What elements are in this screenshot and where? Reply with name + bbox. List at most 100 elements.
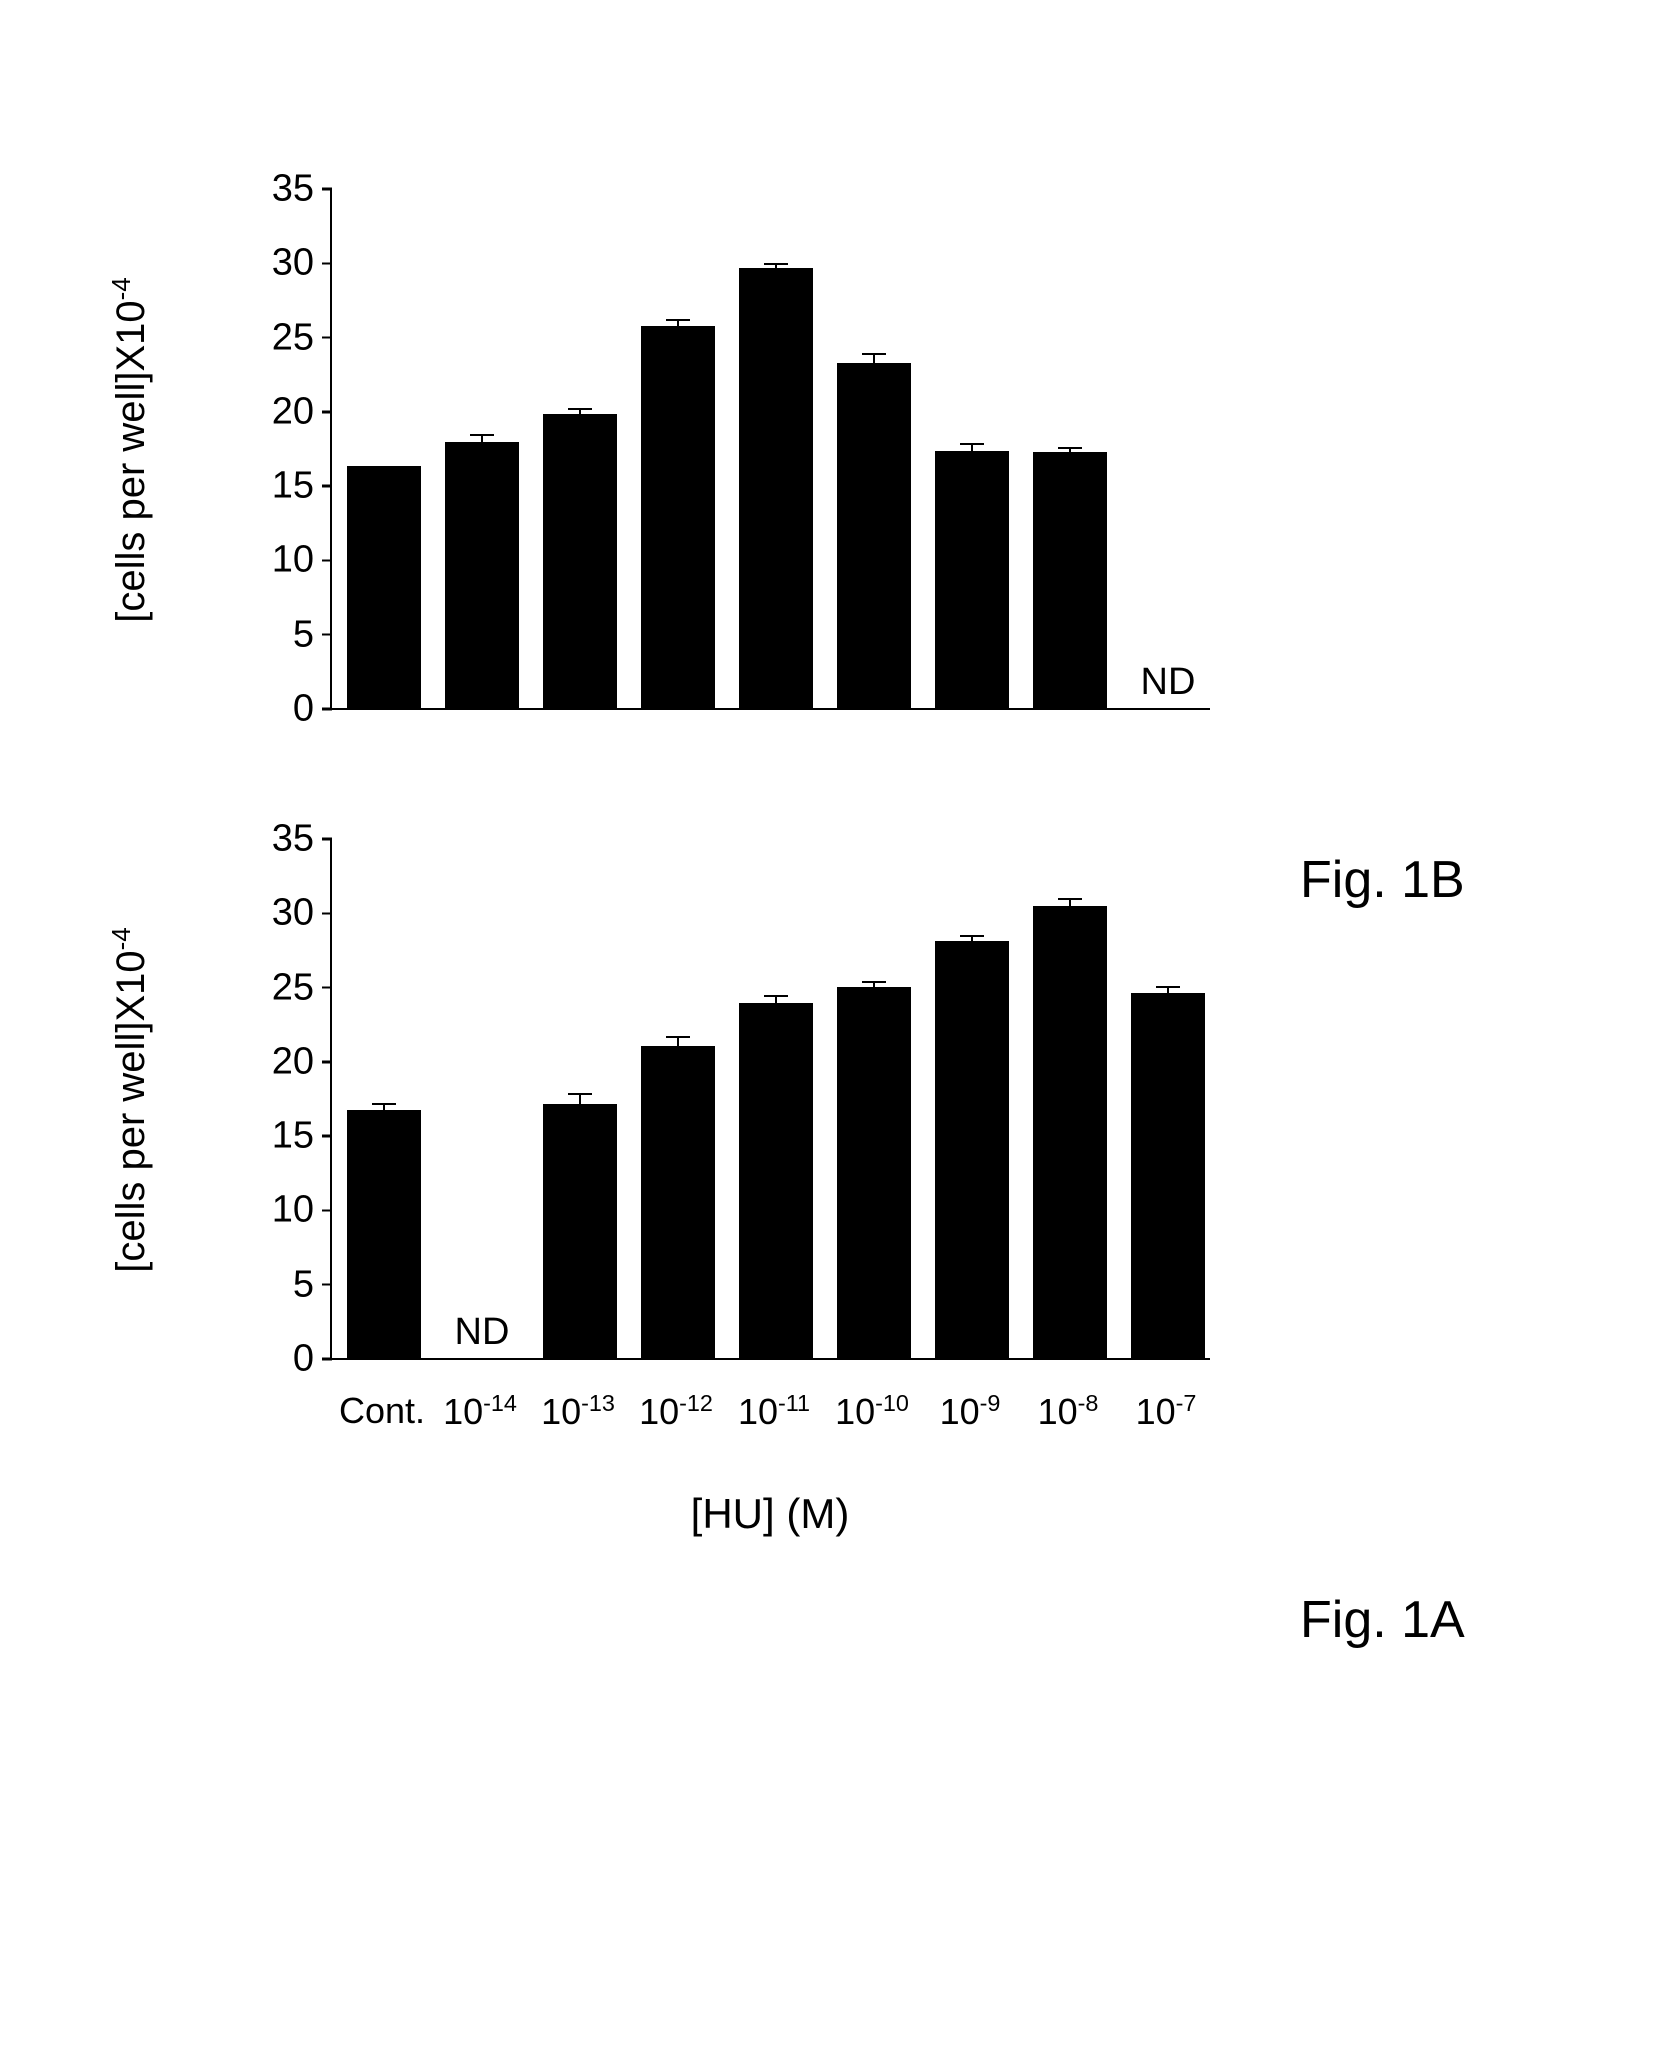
y-tick-mark — [322, 411, 332, 414]
fig-1b-label: Fig. 1B — [1300, 850, 1465, 910]
y-tick: 10 — [272, 539, 332, 582]
y-tick: 35 — [272, 818, 332, 861]
error-cap — [666, 1036, 690, 1038]
y-tick-mark — [322, 485, 332, 488]
fig-1a-label: Fig. 1A — [1300, 1590, 1465, 1650]
error-bar — [481, 435, 483, 442]
error-cap — [470, 434, 494, 436]
fig-1a-ylabel: [cells per well]X10-4 — [106, 927, 154, 1273]
y-tick: 15 — [272, 1115, 332, 1158]
y-tick: 20 — [272, 390, 332, 433]
bar — [543, 414, 617, 708]
x-category-label: 10-10 — [835, 1390, 909, 1433]
y-tick: 35 — [272, 168, 332, 211]
error-cap — [568, 408, 592, 410]
error-bar — [775, 996, 777, 1003]
page-root: 05101520253035ND [cells per well]X10-4 0… — [0, 0, 1663, 2064]
y-tick-mark — [322, 633, 332, 636]
y-tick-label: 35 — [272, 818, 322, 861]
y-tick-label: 30 — [272, 242, 322, 285]
y-tick-mark — [322, 188, 332, 191]
bar — [935, 941, 1009, 1358]
error-cap — [568, 1093, 592, 1095]
y-tick-mark — [322, 1061, 332, 1064]
error-cap — [764, 995, 788, 997]
bar — [641, 326, 715, 708]
bar — [1131, 993, 1205, 1358]
error-cap — [1156, 986, 1180, 988]
nd-marker: ND — [1141, 661, 1196, 704]
bar — [347, 466, 421, 708]
y-tick: 10 — [272, 1189, 332, 1232]
bar — [445, 442, 519, 708]
y-tick: 30 — [272, 242, 332, 285]
bar — [837, 363, 911, 708]
error-bar — [971, 444, 973, 451]
bar — [739, 1003, 813, 1358]
x-category-label: 10-9 — [940, 1390, 1001, 1433]
y-tick-mark — [322, 986, 332, 989]
fig-1b-plot: 05101520253035ND — [330, 190, 1210, 710]
bar — [935, 451, 1009, 708]
error-bar — [1069, 899, 1071, 906]
error-cap — [862, 981, 886, 983]
nd-marker: ND — [455, 1311, 510, 1354]
bar — [1033, 906, 1107, 1358]
y-tick-label: 20 — [272, 1040, 322, 1083]
bar — [347, 1110, 421, 1358]
x-category-label: 10-13 — [541, 1390, 615, 1433]
error-cap — [1058, 898, 1082, 900]
y-tick: 15 — [272, 465, 332, 508]
x-category-label: 10-7 — [1136, 1390, 1197, 1433]
y-tick-label: 0 — [293, 1338, 322, 1381]
y-tick-label: 0 — [293, 688, 322, 731]
error-bar — [873, 354, 875, 363]
x-category-label: 10-12 — [639, 1390, 713, 1433]
error-cap — [764, 263, 788, 265]
y-tick-label: 10 — [272, 539, 322, 582]
y-tick: 0 — [293, 1338, 332, 1381]
x-category-label: 10-8 — [1038, 1390, 1099, 1433]
y-tick-label: 15 — [272, 1115, 322, 1158]
y-tick-mark — [322, 708, 332, 711]
error-cap — [1058, 447, 1082, 449]
error-bar — [677, 1037, 679, 1046]
y-tick-label: 5 — [293, 613, 322, 656]
y-tick: 5 — [293, 613, 332, 656]
y-tick-label: 5 — [293, 1263, 322, 1306]
error-bar — [579, 1094, 581, 1104]
y-tick: 30 — [272, 892, 332, 935]
y-tick-mark — [322, 1283, 332, 1286]
error-cap — [862, 353, 886, 355]
bar — [739, 268, 813, 708]
y-tick-label: 10 — [272, 1189, 322, 1232]
y-tick-mark — [322, 336, 332, 339]
x-category-label: 10-14 — [443, 1390, 517, 1433]
x-axis-label: [HU] (M) — [691, 1490, 850, 1538]
bar — [641, 1046, 715, 1358]
bar — [1033, 452, 1107, 708]
y-tick-label: 25 — [272, 316, 322, 359]
fig-1a-plot: 05101520253035ND — [330, 840, 1210, 1360]
bar — [837, 987, 911, 1358]
error-cap — [666, 319, 690, 321]
y-tick-label: 25 — [272, 966, 322, 1009]
y-tick: 0 — [293, 688, 332, 731]
y-tick-label: 15 — [272, 465, 322, 508]
y-tick: 25 — [272, 966, 332, 1009]
error-cap — [372, 1103, 396, 1105]
y-tick-label: 20 — [272, 390, 322, 433]
y-tick-mark — [322, 559, 332, 562]
x-category-label: Cont. — [339, 1390, 425, 1432]
y-tick-label: 35 — [272, 168, 322, 211]
y-tick-mark — [322, 1209, 332, 1212]
fig-1b-ylabel: [cells per well]X10-4 — [106, 277, 154, 623]
error-cap — [960, 443, 984, 445]
y-tick-mark — [322, 1135, 332, 1138]
error-cap — [960, 935, 984, 937]
y-tick: 20 — [272, 1040, 332, 1083]
y-tick-mark — [322, 838, 332, 841]
x-category-label: 10-11 — [738, 1390, 810, 1433]
y-tick: 5 — [293, 1263, 332, 1306]
y-tick-mark — [322, 262, 332, 265]
